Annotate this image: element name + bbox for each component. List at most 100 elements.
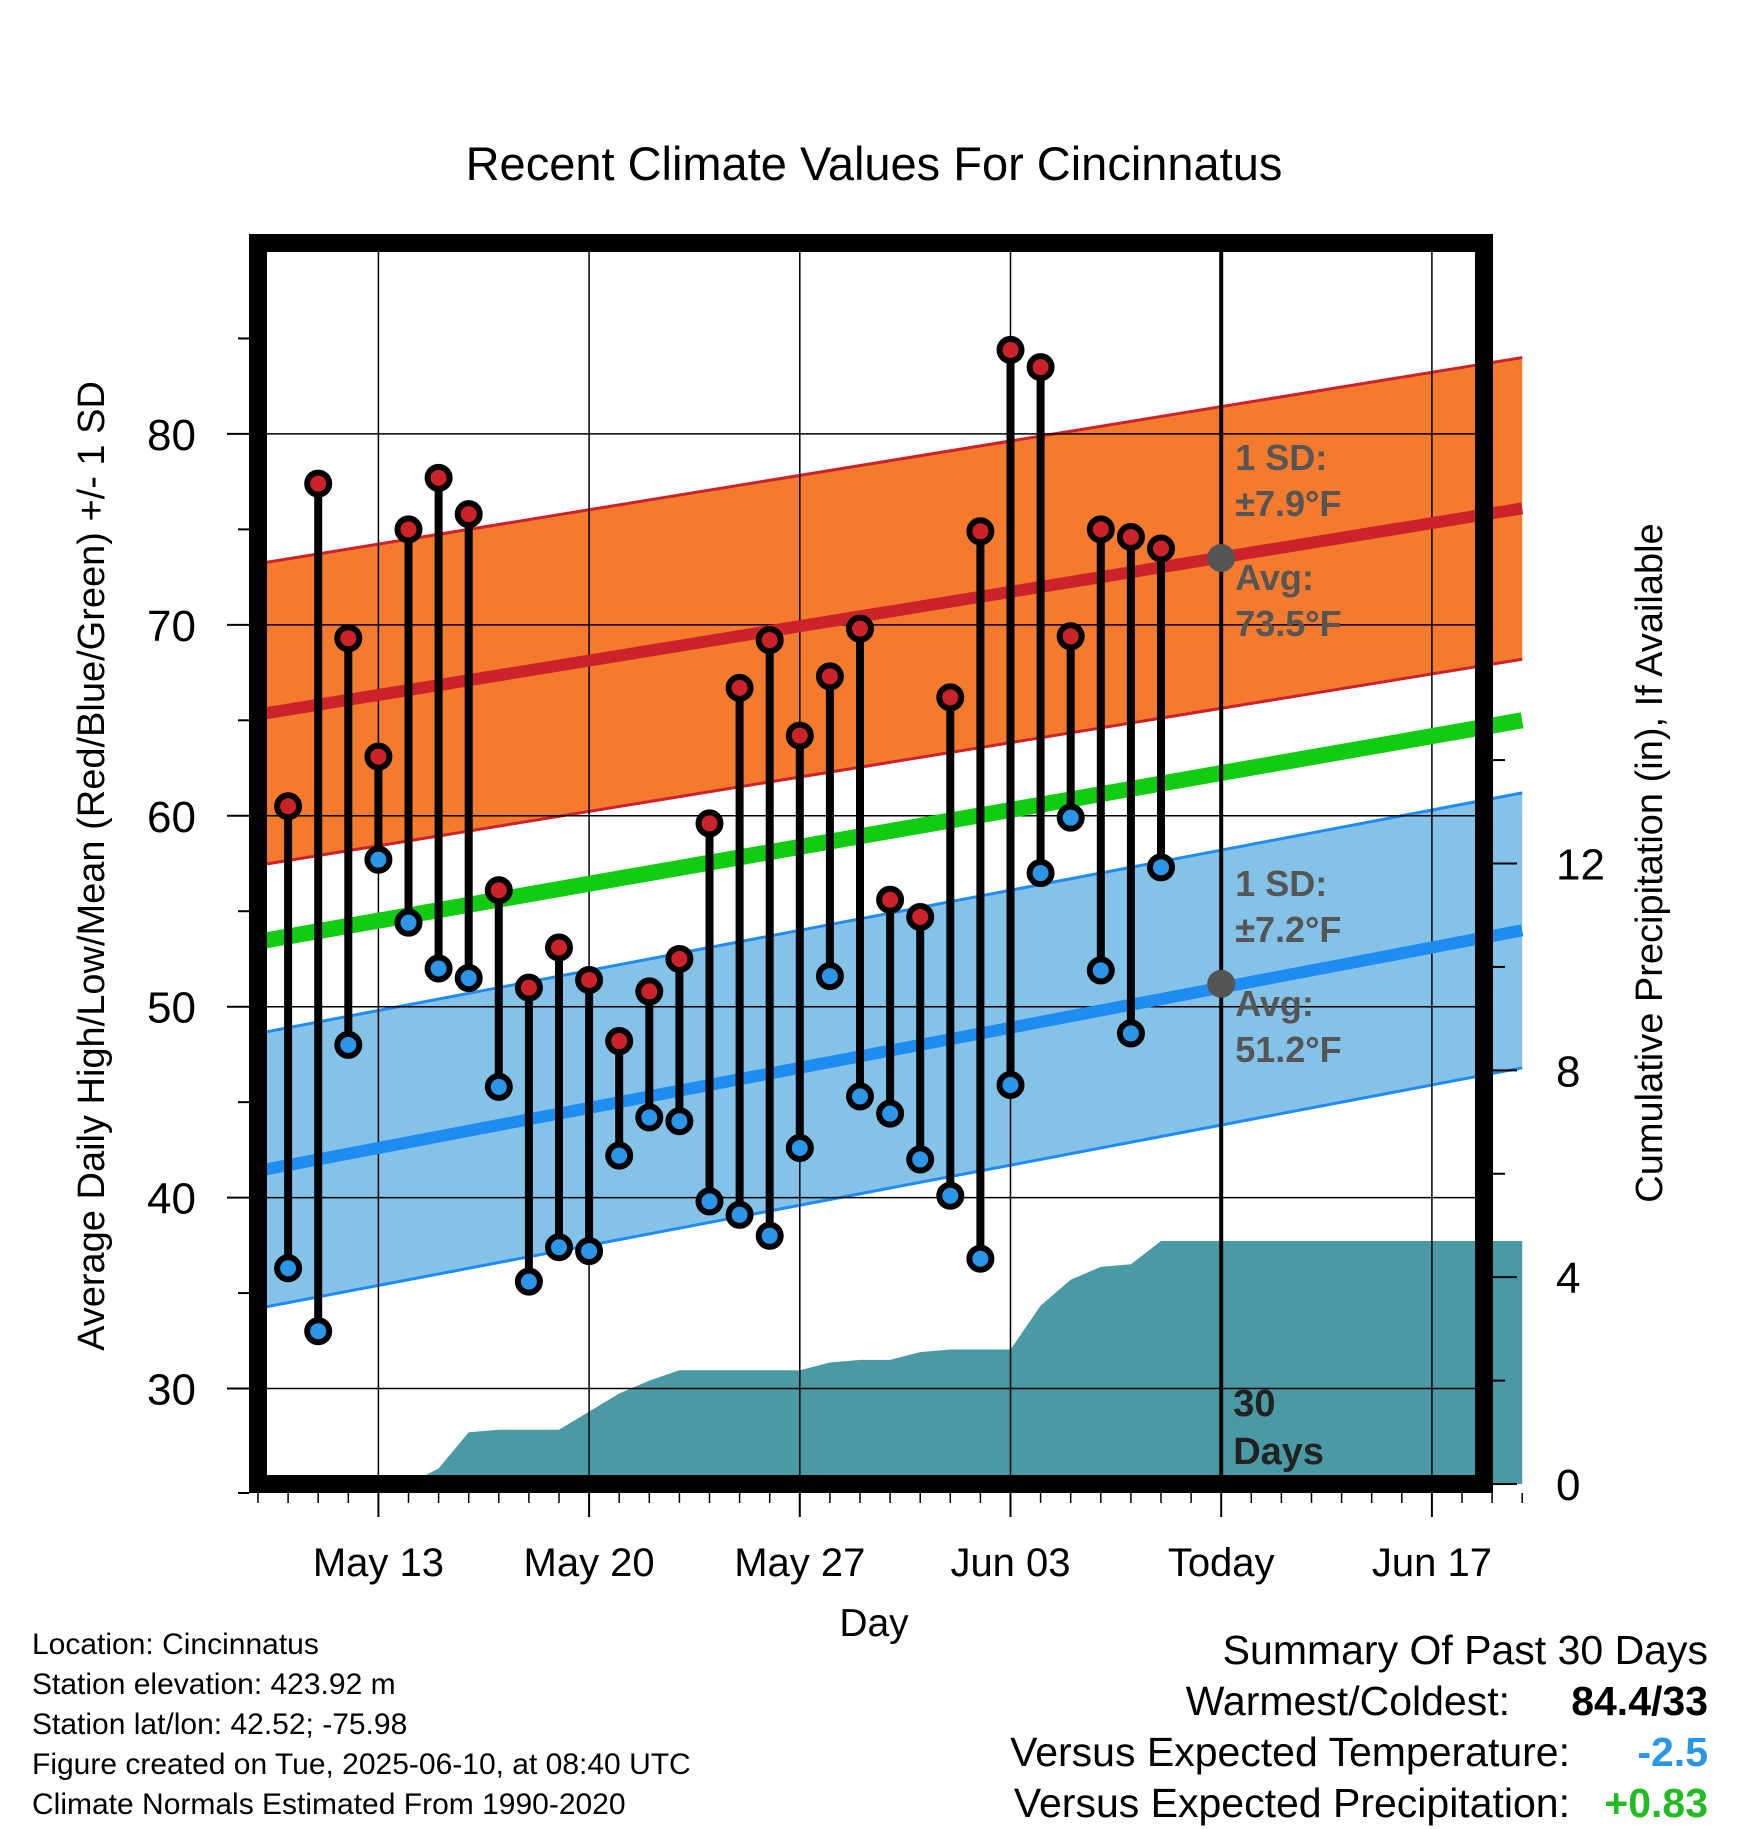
plot-frame: [249, 234, 1493, 1493]
y-right-tick-label: 4: [1556, 1254, 1580, 1303]
daily-high-point: [334, 624, 363, 653]
daily-range: [785, 721, 814, 1162]
daily-range: [334, 624, 363, 1059]
summary-warm-cold-row: Warmest/Coldest: 84.4/33: [1010, 1676, 1708, 1727]
titles: Recent Climate Values For Cincinnatus Da…: [71, 137, 1671, 1645]
precip-area: [258, 1240, 1523, 1484]
daily-high-point: [545, 933, 573, 962]
daily-low-point: [424, 954, 453, 983]
daily-high-point: [966, 517, 995, 546]
daily-high-point: [996, 335, 1025, 364]
daily-range: [906, 902, 935, 1174]
days-count-word: Days: [1233, 1431, 1324, 1473]
daily-range: [876, 885, 905, 1128]
daily-high-point: [514, 973, 543, 1002]
daily-low-point: [274, 1254, 303, 1283]
precip-area-layer: [258, 1240, 1523, 1484]
daily-low-point: [665, 1107, 694, 1136]
daily-range: [514, 973, 543, 1296]
x-tick-label: Today: [1168, 1541, 1275, 1585]
daily-range: [575, 965, 604, 1266]
axes: 30 40 50 60 70 80 0 4 8 12 May 13 May 20 May 27 Jun 0…: [147, 337, 1605, 1585]
daily-high-point: [815, 662, 844, 691]
summary-panel: Summary Of Past 30 Days Warmest/Coldest:…: [1010, 1625, 1708, 1829]
daily-range: [545, 933, 573, 1262]
daily-low-point: [936, 1181, 965, 1210]
days-count-number: 30: [1233, 1383, 1275, 1425]
precip-anomaly-label: Versus Expected Precipitation:: [1013, 1780, 1570, 1826]
daily-high-point: [1026, 353, 1055, 382]
daily-range: [1147, 534, 1175, 882]
warm-cold-label: Warmest/Coldest:: [1185, 1678, 1510, 1724]
summary-precip-row: Versus Expected Precipitation: +0.83: [1010, 1778, 1708, 1829]
high-avg-value: 73.5°F: [1235, 603, 1341, 644]
daily-range: [695, 809, 724, 1216]
daily-high-point: [1056, 622, 1085, 651]
high-avg-label: Avg:: [1235, 557, 1314, 598]
latlon-text: Station lat/lon: 42.52; -75.98: [32, 1708, 408, 1741]
chart-title: Recent Climate Values For Cincinnatus: [466, 137, 1283, 190]
daily-range: [996, 335, 1025, 1099]
daily-high-point: [364, 742, 393, 771]
daily-range: [665, 944, 694, 1136]
low-avg-value: 51.2°F: [1235, 1029, 1341, 1070]
low-sd-value: ±7.2°F: [1235, 909, 1341, 950]
daily-high-point: [846, 614, 874, 643]
daily-high-point: [394, 515, 423, 544]
daily-range: [1056, 622, 1085, 832]
y-left-tick-label: 30: [147, 1366, 196, 1415]
elevation-text: Station elevation: 423.92 m: [32, 1668, 396, 1701]
summary-heading-text: Summary Of Past 30 Days: [1222, 1627, 1708, 1673]
daily-low-point: [304, 1317, 333, 1346]
daily-high-point: [304, 469, 333, 498]
daily-range: [605, 1027, 634, 1170]
daily-range: [484, 876, 513, 1101]
daily-range: [1086, 515, 1115, 985]
daily-low-point: [996, 1070, 1025, 1099]
location-text: Location: Cincinnatus: [32, 1628, 319, 1661]
daily-range: [635, 977, 664, 1132]
y-left-tick-label: 80: [147, 411, 196, 460]
daily-low-point: [635, 1103, 664, 1132]
daily-low-point: [695, 1187, 724, 1216]
x-axis-label: Day: [839, 1602, 909, 1645]
daily-range: [846, 614, 874, 1111]
daily-range: [815, 662, 844, 991]
daily-low-point: [755, 1221, 784, 1250]
daily-range: [454, 500, 483, 993]
daily-high-point: [1147, 534, 1175, 563]
daily-low-point: [1116, 1019, 1145, 1048]
daily-high-point: [635, 977, 664, 1006]
station-metadata: Location: Cincinnatus Station elevation:…: [32, 1625, 691, 1825]
daily-range: [274, 792, 303, 1283]
daily-low-point: [1147, 853, 1175, 882]
daily-range: [1116, 523, 1145, 1048]
daily-low-point: [454, 964, 483, 993]
normals-text: Climate Normals Estimated From 1990-2020: [32, 1788, 626, 1821]
daily-low-point: [364, 845, 393, 874]
daily-low-point: [575, 1237, 604, 1266]
y-right-tick-label: 12: [1556, 841, 1605, 890]
daily-low-point: [846, 1082, 874, 1111]
daily-markers: [274, 335, 1175, 1346]
x-tick-label: Jun 03: [950, 1541, 1070, 1585]
x-tick-label: May 27: [734, 1541, 865, 1585]
daily-low-point: [1056, 803, 1085, 832]
y-right-tick-label: 8: [1556, 1047, 1580, 1096]
plot-border: [249, 234, 1493, 1493]
summary-heading: Summary Of Past 30 Days: [1010, 1625, 1708, 1676]
warm-cold-value: 84.4/33: [1571, 1678, 1708, 1724]
temp-anomaly-label: Versus Expected Temperature:: [1010, 1729, 1570, 1775]
daily-low-point: [334, 1030, 363, 1059]
created-text: Figure created on Tue, 2025-06-10, at 08…: [32, 1748, 691, 1781]
daily-high-point: [605, 1027, 634, 1056]
daily-low-point: [1086, 956, 1115, 985]
y-left-tick-label: 70: [147, 602, 196, 651]
high-sd-value: ±7.9°F: [1235, 483, 1341, 524]
y-axis-label-left: Average Daily High/Low/Mean (Red/Blue/Gr…: [71, 381, 113, 1351]
daily-high-point: [876, 885, 905, 914]
daily-high-point: [575, 965, 604, 994]
daily-high-point: [484, 876, 513, 905]
y-left-tick-label: 40: [147, 1175, 196, 1224]
